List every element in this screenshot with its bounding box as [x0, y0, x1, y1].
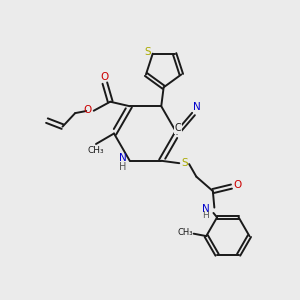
- Text: N: N: [119, 153, 127, 164]
- Text: S: S: [144, 47, 151, 58]
- Text: O: O: [84, 105, 92, 115]
- Text: C: C: [175, 123, 181, 133]
- Text: CH₃: CH₃: [87, 146, 104, 155]
- Text: H: H: [119, 162, 127, 172]
- Text: S: S: [181, 158, 188, 168]
- Text: CH₃: CH₃: [178, 228, 193, 237]
- Text: H: H: [202, 212, 209, 220]
- Text: N: N: [202, 204, 210, 214]
- Text: O: O: [233, 180, 242, 190]
- Text: O: O: [101, 72, 109, 82]
- Text: N: N: [193, 102, 201, 112]
